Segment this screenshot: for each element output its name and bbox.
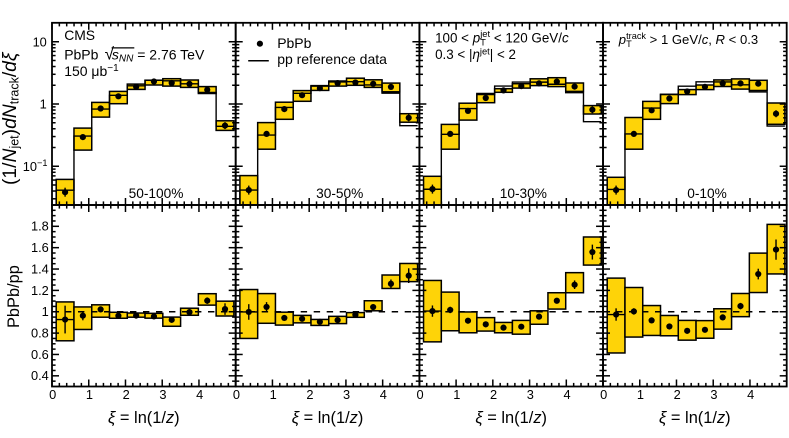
svg-text:0.6: 0.6: [31, 347, 49, 362]
svg-text:0.3 < |ηjet| < 2: 0.3 < |ηjet| < 2: [435, 45, 516, 62]
svg-text:1: 1: [637, 387, 644, 402]
svg-text:10-30%: 10-30%: [500, 186, 547, 201]
svg-text:30-50%: 30-50%: [316, 186, 363, 201]
svg-text:ξ = ln(1/z): ξ = ln(1/z): [108, 409, 180, 427]
svg-text:PbPb: PbPb: [64, 46, 98, 62]
svg-text:3: 3: [527, 387, 534, 402]
svg-text:0-10%: 0-10%: [687, 186, 727, 201]
svg-text:1: 1: [86, 387, 93, 402]
svg-text:0: 0: [49, 387, 56, 402]
svg-text:4: 4: [747, 387, 754, 402]
svg-text:1: 1: [453, 387, 460, 402]
svg-text:1.2: 1.2: [31, 283, 49, 298]
svg-text:1.8: 1.8: [31, 219, 49, 234]
svg-text:sNN = 2.76 TeV: sNN = 2.76 TeV: [112, 46, 205, 64]
svg-text:3: 3: [159, 387, 166, 402]
svg-text:3: 3: [343, 387, 350, 402]
svg-text:150 μb−1: 150 μb−1: [64, 63, 119, 79]
svg-text:1: 1: [42, 304, 49, 319]
svg-text:PbPb: PbPb: [277, 35, 311, 51]
svg-text:(1/Njet)dNtrack/dξ: (1/Njet)dNtrack/dξ: [0, 51, 21, 185]
svg-text:CMS: CMS: [64, 27, 95, 43]
svg-text:0: 0: [600, 387, 607, 402]
svg-text:0.4: 0.4: [31, 368, 49, 383]
svg-text:4: 4: [563, 387, 570, 402]
svg-text:2: 2: [490, 387, 497, 402]
svg-text:0.8: 0.8: [31, 326, 49, 341]
svg-text:2: 2: [306, 387, 313, 402]
svg-text:2: 2: [674, 387, 681, 402]
svg-text:√: √: [105, 44, 115, 63]
svg-text:1: 1: [40, 97, 47, 112]
svg-text:1.4: 1.4: [31, 261, 49, 276]
svg-text:2: 2: [123, 387, 130, 402]
svg-text:4: 4: [196, 387, 203, 402]
svg-text:ξ = ln(1/z): ξ = ln(1/z): [292, 409, 364, 427]
svg-text:ξ = ln(1/z): ξ = ln(1/z): [475, 409, 547, 427]
svg-text:10: 10: [33, 34, 47, 49]
svg-text:100 < pTjet < 120 GeV/c: 100 < pTjet < 120 GeV/c: [435, 28, 569, 47]
svg-text:1.6: 1.6: [31, 240, 49, 255]
svg-text:PbPb/pp: PbPb/pp: [5, 265, 23, 328]
svg-text:0: 0: [233, 387, 240, 402]
svg-text:0: 0: [416, 387, 423, 402]
svg-text:ξ = ln(1/z): ξ = ln(1/z): [659, 409, 731, 427]
svg-text:3: 3: [710, 387, 717, 402]
svg-text:4: 4: [380, 387, 387, 402]
svg-text:1: 1: [270, 387, 277, 402]
svg-text:pTtrack > 1 GeV/c, R < 0.3: pTtrack > 1 GeV/c, R < 0.3: [618, 31, 758, 49]
svg-text:50-100%: 50-100%: [129, 186, 184, 201]
svg-text:pp reference data: pp reference data: [277, 51, 387, 67]
